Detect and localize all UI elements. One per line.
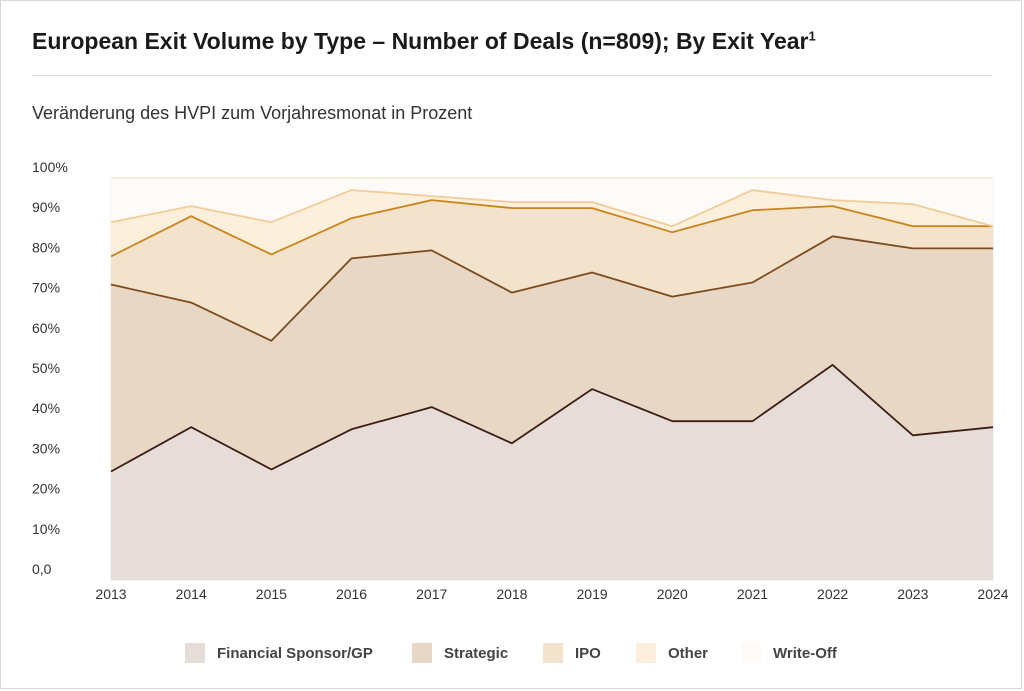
line-ipo bbox=[110, 199, 993, 258]
x-tick-label: 2013 bbox=[95, 586, 126, 602]
y-tick-label: 40% bbox=[32, 400, 60, 416]
line-financial-sponsor-gp bbox=[110, 363, 994, 473]
legend-label: Financial Sponsor/GP bbox=[217, 644, 373, 662]
legend-label: Write-Off bbox=[773, 644, 837, 662]
y-axis-ticks: 0,0 10% 20% 30% 40% 50% 60% 70% 80% 90% 100% bbox=[32, 159, 68, 577]
legend-swatch bbox=[412, 643, 432, 663]
legend-item: Write-Off bbox=[741, 643, 837, 663]
chart-title: European Exit Volume by Type – Number of… bbox=[32, 28, 816, 55]
legend-item: IPO bbox=[543, 643, 601, 663]
area-financial-sponsor-gp bbox=[111, 364, 993, 580]
y-tick-label: 20% bbox=[32, 481, 60, 497]
x-tick-label: 2023 bbox=[897, 586, 928, 602]
x-tick-label: 2019 bbox=[577, 586, 608, 602]
line-strategic bbox=[110, 235, 993, 342]
legend-swatch bbox=[741, 643, 761, 663]
legend-label: IPO bbox=[575, 644, 601, 662]
area-ipo bbox=[111, 200, 993, 341]
y-tick-label: 30% bbox=[32, 440, 60, 456]
y-tick-label: 60% bbox=[32, 320, 60, 336]
legend-item: Other bbox=[636, 643, 708, 663]
y-tick-label: 100% bbox=[32, 159, 68, 175]
x-tick-label: 2024 bbox=[977, 586, 1008, 602]
chart-subtitle: Veränderung des HVPI zum Vorjahresmonat … bbox=[32, 103, 473, 123]
legend-label: Other bbox=[668, 644, 709, 662]
y-tick-label: 0,0 bbox=[32, 561, 52, 577]
x-tick-label: 2014 bbox=[176, 586, 207, 602]
x-tick-label: 2015 bbox=[256, 586, 287, 602]
x-tick-label: 2021 bbox=[737, 586, 768, 602]
line-other bbox=[110, 189, 994, 228]
legend: Financial Sponsor/GP Strategic IPO Other Wri… bbox=[0, 643, 1024, 667]
legend-label: Strategic bbox=[444, 644, 509, 662]
chart-title-footnote: 1 bbox=[808, 28, 816, 44]
y-tick-label: 10% bbox=[32, 521, 60, 537]
x-tick-label: 2018 bbox=[496, 586, 527, 602]
area-other bbox=[111, 190, 993, 257]
y-tick-label: 50% bbox=[32, 360, 60, 376]
x-tick-label: 2017 bbox=[416, 586, 447, 602]
legend-item: Financial Sponsor/GP bbox=[185, 643, 373, 663]
legend-swatch bbox=[636, 643, 656, 663]
series-lines bbox=[110, 177, 994, 473]
legend-item: Strategic bbox=[412, 643, 508, 663]
chart-title-text: European Exit Volume by Type – Number of… bbox=[32, 28, 809, 54]
legend-swatch bbox=[185, 643, 205, 663]
x-axis-ticks: 2013 2014 2015 2016 2017 2018 2019 2020 2021 2022… bbox=[95, 586, 1008, 602]
area-layers bbox=[111, 178, 993, 580]
x-tick-label: 2020 bbox=[657, 586, 688, 602]
y-tick-label: 90% bbox=[32, 199, 60, 215]
x-tick-label: 2016 bbox=[336, 586, 367, 602]
x-tick-label: 2022 bbox=[817, 586, 848, 602]
legend-swatch bbox=[543, 643, 563, 663]
y-tick-label: 70% bbox=[32, 280, 60, 296]
y-tick-label: 80% bbox=[32, 239, 60, 255]
area-strategic bbox=[111, 236, 993, 472]
title-divider bbox=[32, 75, 992, 76]
